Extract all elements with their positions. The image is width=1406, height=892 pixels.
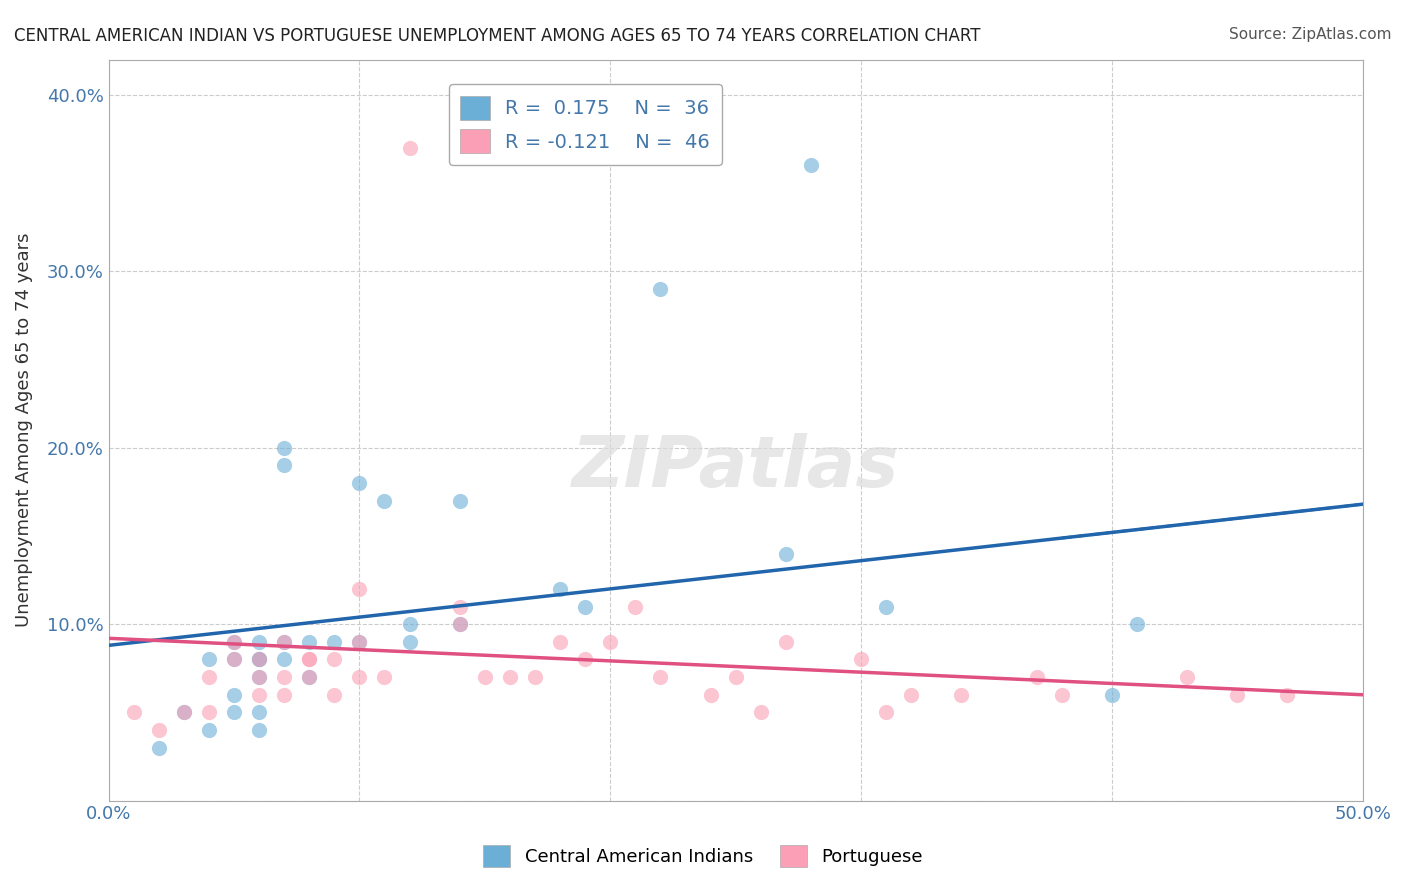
Portuguese bbox=[222, 652, 245, 666]
Central American Indians bbox=[323, 635, 346, 649]
Y-axis label: Unemployment Among Ages 65 to 74 years: Unemployment Among Ages 65 to 74 years bbox=[15, 233, 32, 627]
Central American Indians bbox=[273, 635, 295, 649]
Portuguese bbox=[900, 688, 922, 702]
Portuguese bbox=[1025, 670, 1047, 684]
Legend: R =  0.175    N =  36, R = -0.121    N =  46: R = 0.175 N = 36, R = -0.121 N = 46 bbox=[449, 84, 721, 165]
Portuguese bbox=[373, 670, 395, 684]
Portuguese bbox=[523, 670, 546, 684]
Portuguese bbox=[222, 635, 245, 649]
Central American Indians bbox=[247, 670, 270, 684]
Portuguese bbox=[349, 670, 371, 684]
Central American Indians bbox=[222, 652, 245, 666]
Central American Indians bbox=[247, 706, 270, 720]
Portuguese bbox=[749, 706, 772, 720]
Central American Indians bbox=[349, 476, 371, 491]
Central American Indians bbox=[875, 599, 897, 614]
Portuguese bbox=[247, 670, 270, 684]
Portuguese bbox=[198, 670, 221, 684]
Central American Indians bbox=[273, 441, 295, 455]
Central American Indians bbox=[247, 652, 270, 666]
Text: Source: ZipAtlas.com: Source: ZipAtlas.com bbox=[1229, 27, 1392, 42]
Portuguese bbox=[1226, 688, 1249, 702]
Portuguese bbox=[875, 706, 897, 720]
Central American Indians bbox=[398, 635, 420, 649]
Central American Indians bbox=[247, 635, 270, 649]
Central American Indians bbox=[273, 458, 295, 473]
Portuguese bbox=[950, 688, 973, 702]
Central American Indians bbox=[198, 652, 221, 666]
Central American Indians bbox=[574, 599, 596, 614]
Portuguese bbox=[122, 706, 145, 720]
Portuguese bbox=[775, 635, 797, 649]
Portuguese bbox=[474, 670, 496, 684]
Portuguese bbox=[273, 635, 295, 649]
Portuguese bbox=[148, 723, 170, 737]
Portuguese bbox=[548, 635, 571, 649]
Portuguese bbox=[849, 652, 872, 666]
Central American Indians bbox=[1126, 617, 1149, 632]
Central American Indians bbox=[298, 635, 321, 649]
Central American Indians bbox=[1101, 688, 1123, 702]
Central American Indians bbox=[222, 706, 245, 720]
Central American Indians bbox=[247, 723, 270, 737]
Central American Indians bbox=[273, 652, 295, 666]
Central American Indians bbox=[650, 282, 672, 296]
Central American Indians bbox=[298, 670, 321, 684]
Text: ZIPatlas: ZIPatlas bbox=[572, 433, 900, 501]
Central American Indians bbox=[148, 740, 170, 755]
Portuguese bbox=[298, 652, 321, 666]
Portuguese bbox=[198, 706, 221, 720]
Portuguese bbox=[173, 706, 195, 720]
Portuguese bbox=[650, 670, 672, 684]
Portuguese bbox=[273, 670, 295, 684]
Central American Indians bbox=[775, 547, 797, 561]
Portuguese bbox=[599, 635, 621, 649]
Central American Indians bbox=[548, 582, 571, 596]
Central American Indians bbox=[449, 617, 471, 632]
Portuguese bbox=[247, 652, 270, 666]
Portuguese bbox=[624, 599, 647, 614]
Portuguese bbox=[247, 688, 270, 702]
Portuguese bbox=[1175, 670, 1198, 684]
Portuguese bbox=[1050, 688, 1073, 702]
Central American Indians bbox=[349, 635, 371, 649]
Portuguese bbox=[449, 617, 471, 632]
Central American Indians bbox=[222, 688, 245, 702]
Central American Indians bbox=[398, 617, 420, 632]
Text: CENTRAL AMERICAN INDIAN VS PORTUGUESE UNEMPLOYMENT AMONG AGES 65 TO 74 YEARS COR: CENTRAL AMERICAN INDIAN VS PORTUGUESE UN… bbox=[14, 27, 980, 45]
Central American Indians bbox=[800, 158, 823, 172]
Portuguese bbox=[574, 652, 596, 666]
Central American Indians bbox=[373, 493, 395, 508]
Portuguese bbox=[499, 670, 522, 684]
Central American Indians bbox=[222, 635, 245, 649]
Portuguese bbox=[349, 582, 371, 596]
Portuguese bbox=[323, 688, 346, 702]
Central American Indians bbox=[247, 652, 270, 666]
Central American Indians bbox=[173, 706, 195, 720]
Portuguese bbox=[449, 599, 471, 614]
Portuguese bbox=[273, 688, 295, 702]
Portuguese bbox=[398, 141, 420, 155]
Central American Indians bbox=[198, 723, 221, 737]
Legend: Central American Indians, Portuguese: Central American Indians, Portuguese bbox=[475, 838, 931, 874]
Portuguese bbox=[298, 670, 321, 684]
Portuguese bbox=[1277, 688, 1299, 702]
Portuguese bbox=[699, 688, 721, 702]
Portuguese bbox=[298, 652, 321, 666]
Portuguese bbox=[323, 652, 346, 666]
Portuguese bbox=[349, 635, 371, 649]
Central American Indians bbox=[449, 493, 471, 508]
Portuguese bbox=[724, 670, 747, 684]
